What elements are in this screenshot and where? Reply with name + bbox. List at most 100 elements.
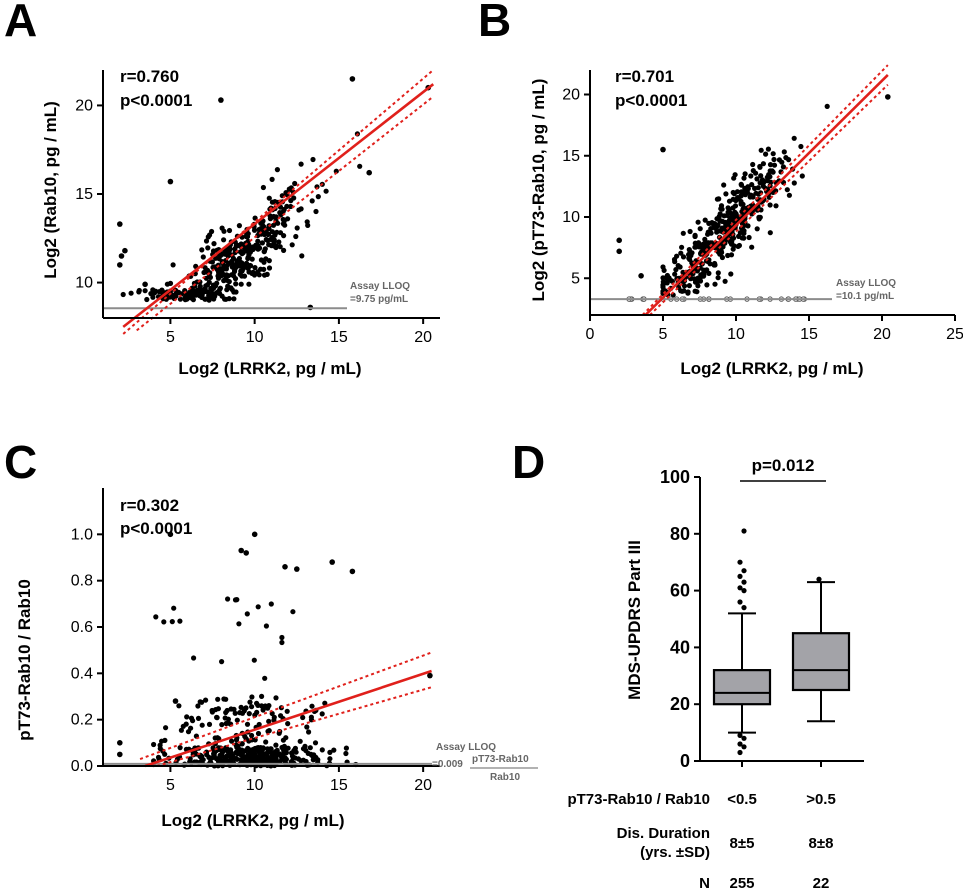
panel-a-point — [266, 265, 273, 271]
panel-a-point — [201, 288, 207, 294]
panel-c-point — [278, 713, 284, 719]
panel-c-point — [195, 715, 202, 722]
panel-d-y-tick-label: 20 — [670, 694, 690, 714]
panel-b-point — [738, 198, 744, 205]
panel-c-point — [247, 699, 253, 705]
panel-c-scatter: 5 10 15 20 0.0 0.2 0.4 0.6 0.8 1.0 r=0.302 p<0.00… — [15, 488, 538, 830]
panel-a-point — [148, 291, 154, 297]
panel-c-point — [302, 743, 308, 749]
panel-c-point — [343, 745, 349, 751]
panel-b-point — [741, 175, 747, 181]
panel-c-point — [218, 753, 225, 759]
panel-b-point — [715, 249, 722, 255]
panel-c-point — [254, 746, 260, 752]
panel-a-y-tick-label: 20 — [75, 97, 93, 114]
panel-a-point — [222, 296, 228, 302]
panel-a-point — [298, 161, 304, 167]
panel-b-point — [749, 244, 755, 250]
panel-c-point — [290, 609, 296, 615]
panel-b-point — [791, 135, 797, 141]
panel-a-point — [221, 278, 227, 284]
panel-c-point — [249, 732, 255, 739]
panel-b-point — [680, 254, 687, 260]
panel-c-point — [177, 745, 183, 751]
panel-a-point — [170, 262, 176, 268]
panel-c-point — [215, 696, 221, 702]
panel-b-point — [824, 103, 830, 109]
panel-b-point — [780, 164, 787, 170]
panel-b-x-tick-label: 15 — [800, 326, 818, 343]
panel-b-point — [708, 226, 714, 232]
panel-b-point — [754, 176, 760, 182]
panel-c-outlier-point — [294, 566, 300, 572]
panel-a-point — [234, 258, 240, 264]
panel-c-point — [188, 725, 194, 731]
panel-c-point — [306, 729, 312, 735]
panel-b-point — [745, 184, 751, 190]
panel-b-x-tick-label: 5 — [659, 326, 668, 343]
panel-b-point — [779, 159, 785, 165]
panel-c-point — [239, 741, 245, 747]
panel-c-outlier-point — [329, 559, 336, 565]
panel-c-point — [292, 745, 298, 752]
panel-b-point — [786, 192, 793, 198]
panel-b-point — [707, 261, 713, 267]
panel-a-point — [263, 236, 269, 243]
panel-b-point — [750, 168, 756, 174]
panel-c-point — [279, 744, 285, 751]
panel-a-point — [231, 296, 237, 302]
panel-a-point — [136, 287, 142, 294]
panel-c-point — [219, 659, 225, 665]
panel-c-outlier-point — [243, 550, 249, 556]
panel-c-point — [280, 737, 286, 743]
panel-a-outlier-point — [142, 281, 148, 288]
panel-b-point — [715, 275, 721, 281]
panel-a-point — [299, 253, 305, 259]
panel-b-point — [791, 180, 797, 186]
panel-b-point — [697, 278, 704, 284]
panel-c-point — [176, 703, 182, 709]
panel-b-point — [732, 203, 739, 209]
box-1-outlier — [741, 735, 747, 741]
panel-b-point — [687, 256, 693, 262]
panel-c-outlier-point — [282, 564, 288, 570]
panel-a-point — [224, 262, 230, 268]
panel-a-x-tick-label: 5 — [166, 329, 175, 346]
panel-c-point — [254, 700, 260, 707]
panel-c-lloq-label: Assay LLOQ — [436, 742, 496, 753]
panel-c-y-tick-label: 0.0 — [71, 758, 93, 775]
panel-c-point — [203, 697, 209, 703]
panel-c-y-tick-label: 0.4 — [71, 665, 93, 682]
panel-b-point — [685, 290, 691, 296]
panel-a-outlier-point — [167, 178, 174, 185]
panel-c-fit-line — [144, 669, 432, 768]
panel-a-point — [281, 233, 287, 239]
panel-b-point — [672, 271, 678, 277]
panel-c-point — [240, 749, 246, 756]
table-row-n-label: N — [699, 875, 710, 892]
panel-b-point — [660, 283, 666, 289]
panel-c-point — [249, 694, 255, 700]
panel-b-point — [660, 275, 666, 281]
panel-c-point — [262, 703, 268, 709]
panel-b-point — [748, 173, 754, 179]
panel-b-point — [771, 162, 778, 168]
panel-b-point — [714, 196, 721, 202]
panel-c-point — [219, 722, 225, 728]
panel-b-point — [733, 213, 740, 219]
panel-a-point — [276, 239, 282, 245]
panel-b-outlier-point — [616, 248, 622, 255]
panel-a-y-tick-label: 15 — [75, 186, 93, 203]
panel-b-point — [758, 147, 764, 153]
panel-a-x-tick-label: 20 — [414, 329, 432, 346]
panel-a-point — [251, 272, 258, 278]
panel-b-point — [767, 202, 773, 208]
panel-a-point — [120, 291, 126, 298]
panel-a-point — [247, 262, 253, 269]
panel-b-point — [783, 155, 789, 161]
panel-b-point — [709, 220, 715, 226]
panel-c-point — [277, 751, 283, 757]
panel-b-point — [763, 151, 769, 157]
panel-c-point — [231, 706, 237, 713]
table-group1-n: 255 — [729, 875, 754, 892]
